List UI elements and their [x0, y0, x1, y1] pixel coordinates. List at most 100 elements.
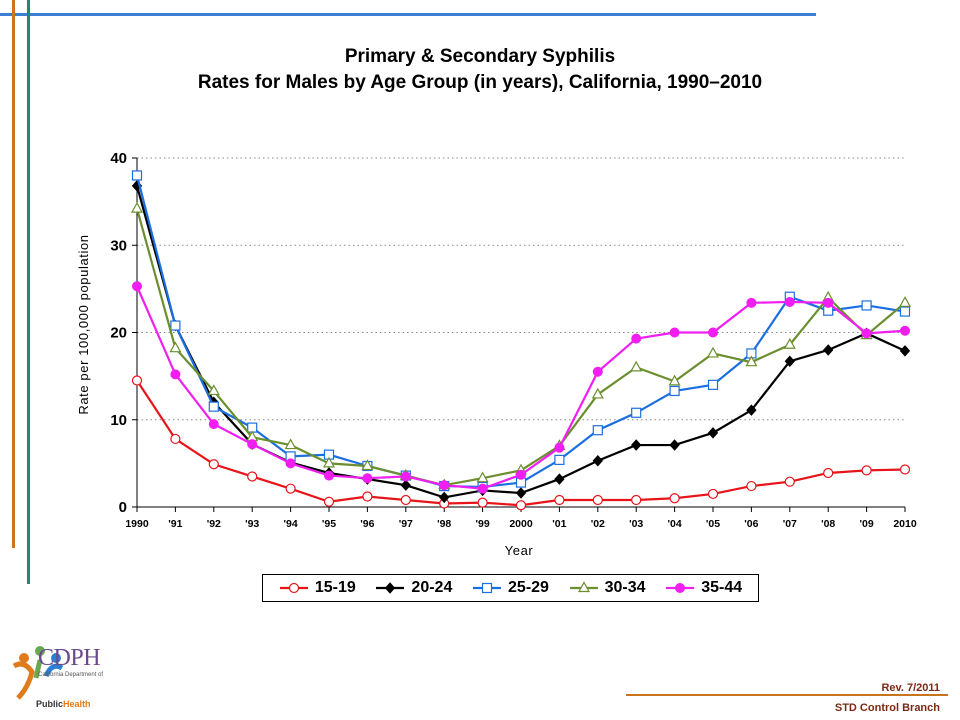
left-orange-rule — [12, 0, 15, 548]
data-point-20-24 — [746, 404, 757, 416]
logo-wordmark: CDPH — [38, 645, 101, 671]
data-point-35-44 — [516, 469, 526, 480]
data-point-35-44 — [631, 333, 642, 344]
data-point-20-24 — [669, 439, 680, 451]
legend-marker-15-19 — [288, 582, 299, 594]
ytick-label-20: 20 — [110, 325, 127, 342]
top-blue-rule — [0, 13, 816, 16]
xtick-label: '04 — [668, 518, 682, 530]
data-point-15-19 — [285, 483, 296, 494]
legend-swatch-25-29 — [473, 582, 502, 594]
data-point-25-29 — [131, 170, 143, 181]
legend-marker-30-34 — [577, 581, 590, 593]
logo-health: Health — [63, 699, 91, 709]
data-point-15-19 — [131, 375, 143, 386]
legend-marker-25-29 — [481, 582, 493, 594]
data-point-15-19 — [899, 464, 911, 475]
data-point-15-19 — [515, 500, 527, 511]
data-point-35-44 — [439, 480, 450, 491]
data-point-30-34 — [322, 456, 336, 468]
data-point-35-44 — [900, 325, 910, 336]
logo-public-health: PublicHealth — [36, 699, 91, 709]
series-15-19 — [131, 375, 911, 511]
xtick-label: 2000 — [509, 518, 533, 530]
data-point-30-34 — [591, 387, 604, 399]
left-teal-rule — [27, 0, 30, 584]
data-point-15-19 — [247, 471, 258, 482]
data-point-15-19 — [592, 494, 603, 506]
data-point-15-19 — [861, 465, 872, 476]
branch-name: STD Control Branch — [834, 702, 940, 714]
legend-label-15-19: 15-19 — [314, 579, 356, 596]
logo-subtext: California Department of — [38, 672, 104, 678]
data-point-25-29 — [208, 401, 219, 412]
data-point-25-29 — [631, 407, 642, 418]
legend-item-15-19: 15-19 — [279, 579, 356, 597]
legend-item-35-44: 35-44 — [665, 579, 742, 597]
xtick-label: '09 — [860, 518, 874, 530]
data-point-15-19 — [707, 488, 719, 500]
chart-title: Primary & Secondary Syphilis Rates for M… — [0, 44, 960, 96]
data-point-25-29 — [707, 379, 719, 390]
xtick-label: 1990 — [125, 518, 149, 530]
chart-legend: 15-19 20-24 25-29 30-34 35-44 — [262, 574, 759, 602]
data-point-20-24 — [400, 479, 411, 491]
data-point-25-29 — [554, 454, 565, 465]
chart-subtitle: Rates for Males by Age Group (in years),… — [197, 72, 763, 93]
data-point-20-24 — [592, 455, 603, 467]
data-point-35-44 — [784, 296, 795, 307]
ytick-label-0: 0 — [119, 499, 127, 516]
data-point-35-44 — [554, 442, 565, 453]
data-point-30-34 — [745, 355, 758, 367]
data-point-15-19 — [362, 491, 373, 502]
data-point-30-34 — [207, 384, 220, 396]
chart-title-line1: Primary & Secondary Syphilis — [344, 46, 616, 67]
legend-swatch-35-44 — [666, 583, 695, 593]
data-point-30-34 — [898, 296, 912, 307]
data-point-30-34 — [630, 360, 643, 372]
data-point-35-44 — [362, 473, 373, 484]
data-point-30-34 — [783, 337, 796, 349]
legend-label-20-24: 20-24 — [411, 579, 453, 596]
data-point-15-19 — [208, 459, 219, 470]
xtick-label: '06 — [744, 518, 758, 530]
legend-swatch-30-34 — [569, 581, 598, 593]
x-axis-label: Year — [505, 543, 534, 558]
data-point-35-44 — [324, 470, 334, 481]
data-point-30-34 — [130, 201, 144, 213]
xtick-label: '93 — [245, 518, 259, 530]
cdph-logo — [12, 646, 64, 700]
data-point-35-44 — [132, 281, 142, 292]
legend-swatch-15-19 — [279, 582, 308, 594]
data-point-35-44 — [746, 297, 757, 308]
data-point-15-19 — [400, 494, 411, 506]
xtick-label: '92 — [207, 518, 221, 530]
xtick-label: '91 — [168, 518, 182, 530]
data-point-35-44 — [477, 483, 488, 494]
data-point-30-34 — [706, 346, 720, 358]
ytick-label-10: 10 — [110, 412, 127, 429]
xtick-label: '98 — [437, 518, 451, 530]
ytick-label-40: 40 — [110, 150, 127, 167]
xtick-label: 2010 — [893, 518, 917, 530]
data-point-25-29 — [592, 425, 603, 436]
data-point-20-24 — [439, 491, 450, 504]
data-point-15-19 — [823, 467, 834, 479]
xtick-label: '96 — [360, 518, 374, 530]
data-point-25-29 — [899, 306, 911, 317]
data-point-20-24 — [554, 473, 565, 485]
xtick-label: '08 — [821, 518, 835, 530]
legend-label-35-44: 35-44 — [701, 579, 743, 596]
data-point-30-34 — [169, 341, 182, 353]
y-axis-label: Rate per 100,000 population — [76, 234, 91, 414]
data-point-15-19 — [323, 496, 335, 507]
data-point-30-34 — [361, 459, 374, 471]
legend-marker-20-24 — [385, 582, 396, 594]
legend-marker-35-44 — [675, 583, 686, 593]
data-point-15-19 — [631, 494, 642, 506]
legend-item-30-34: 30-34 — [569, 579, 646, 597]
legend-item-25-29: 25-29 — [472, 579, 549, 597]
revision-date: Rev. 7/2011 — [881, 682, 940, 694]
data-point-30-34 — [476, 471, 489, 483]
